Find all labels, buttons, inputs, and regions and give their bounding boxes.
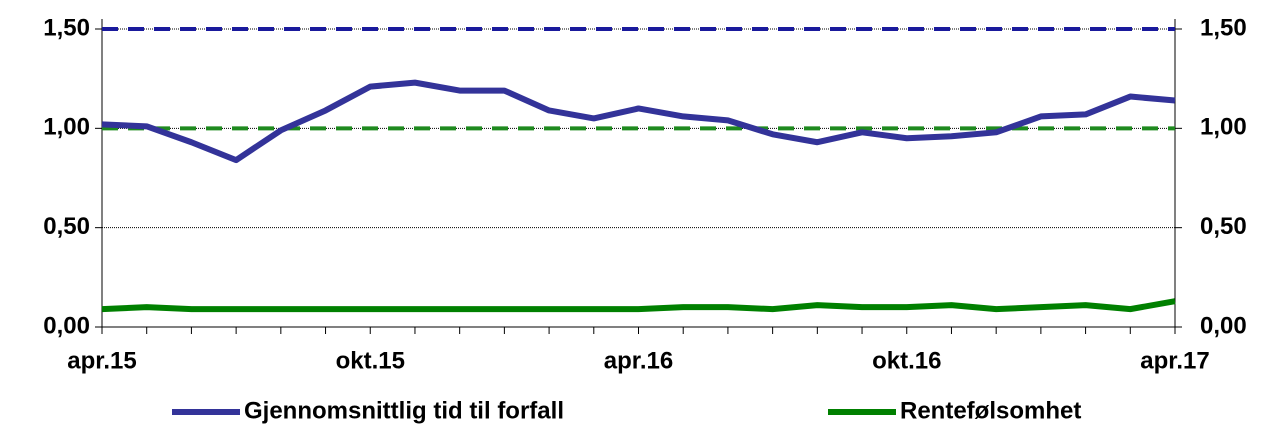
x-tick-label: apr.16 [604, 347, 673, 374]
y-tick-label: 0,00 [43, 312, 90, 339]
y2-tick-label: 1,50 [1200, 14, 1247, 41]
legend-label: Gjennomsnittlig tid til forfall [244, 397, 564, 424]
legend-label: Rentefølsomhet [900, 397, 1081, 424]
series-line [101, 79, 1176, 164]
x-tick-label: apr.15 [67, 347, 136, 374]
y2-tick-label: 0,50 [1200, 213, 1247, 240]
y2-tick-label: 0,00 [1200, 312, 1247, 339]
y-tick-label: 1,00 [43, 114, 90, 141]
y-tick-label: 1,50 [43, 14, 90, 41]
series-line [101, 298, 1176, 313]
x-tick-label: okt.16 [872, 347, 941, 374]
y-tick-label: 0,50 [43, 213, 90, 240]
x-tick-label: apr.17 [1140, 347, 1209, 374]
y2-tick-label: 1,00 [1200, 114, 1247, 141]
x-tick-label: okt.15 [336, 347, 405, 374]
